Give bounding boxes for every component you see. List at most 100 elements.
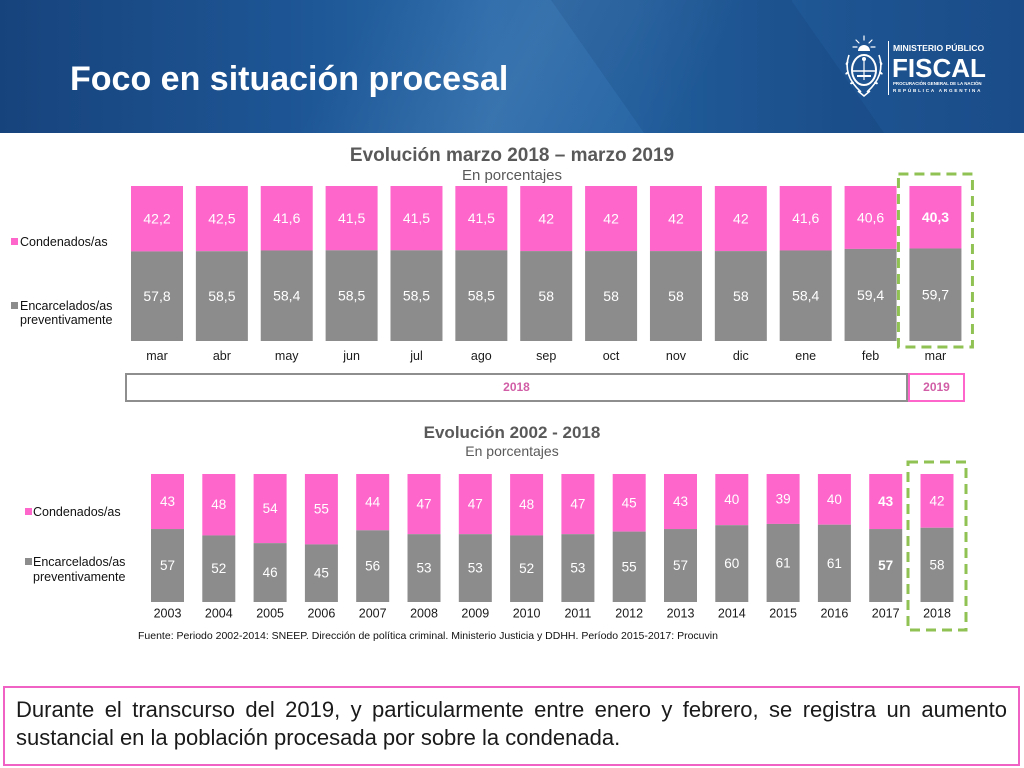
chart-1-title: Evolución marzo 2018 – marzo 2019 bbox=[349, 145, 675, 166]
x-tick-label: 2007 bbox=[359, 607, 387, 621]
bar-condenados bbox=[766, 474, 800, 524]
x-tick-label: 2008 bbox=[410, 607, 438, 621]
x-tick-label: 2009 bbox=[461, 607, 489, 621]
logo-line-fiscal: FISCAL bbox=[892, 53, 986, 83]
data-label-encarcelados: 58,5 bbox=[468, 288, 495, 304]
bar-encarcelados bbox=[195, 251, 248, 341]
x-tick-label: jul bbox=[409, 349, 423, 363]
data-label-condenados: 48 bbox=[519, 497, 534, 512]
bar-encarcelados bbox=[779, 250, 832, 341]
bar-encarcelados bbox=[766, 523, 800, 602]
data-label-condenados: 45 bbox=[622, 495, 637, 510]
period-box-2018: 2018 bbox=[125, 373, 908, 402]
bar-condenados bbox=[356, 474, 390, 531]
period-box-2019: 2019 bbox=[908, 373, 965, 402]
legend-swatch-encarcelados bbox=[25, 558, 32, 565]
bar-encarcelados bbox=[455, 250, 508, 341]
bar-condenados bbox=[779, 186, 832, 251]
x-tick-label: may bbox=[275, 349, 299, 363]
data-label-condenados: 41,6 bbox=[792, 210, 819, 226]
bar-encarcelados bbox=[458, 534, 492, 602]
x-tick-label: 2005 bbox=[256, 607, 284, 621]
bar-condenados bbox=[253, 474, 287, 544]
data-label-condenados: 40,3 bbox=[922, 209, 949, 225]
bar-condenados bbox=[909, 186, 962, 249]
bar-condenados bbox=[844, 186, 897, 249]
highlight-box bbox=[896, 172, 974, 349]
bar-encarcelados bbox=[585, 251, 638, 341]
x-tick-label: 2014 bbox=[718, 607, 746, 621]
legend-label-condenados: Condenados/as bbox=[33, 505, 121, 519]
bar-encarcelados bbox=[664, 529, 697, 602]
data-label-encarcelados: 57 bbox=[160, 558, 175, 573]
data-label-encarcelados: 58 bbox=[538, 288, 554, 304]
data-label-condenados: 40 bbox=[724, 492, 739, 507]
bar-encarcelados bbox=[202, 535, 236, 602]
bar-condenados bbox=[260, 186, 313, 251]
bar-encarcelados bbox=[920, 527, 954, 602]
logo-line-procuracion: PROCURACIÓN GENERAL DE LA NACIÓN bbox=[893, 81, 982, 86]
x-tick-label: feb bbox=[862, 349, 879, 363]
data-label-condenados: 42,5 bbox=[208, 211, 235, 227]
data-label-encarcelados: 53 bbox=[570, 561, 585, 576]
bar-encarcelados bbox=[390, 250, 443, 341]
data-label-condenados: 43 bbox=[673, 494, 688, 509]
data-label-encarcelados: 58,4 bbox=[792, 288, 819, 304]
data-label-encarcelados: 60 bbox=[724, 556, 739, 571]
data-label-condenados: 40 bbox=[827, 492, 842, 507]
data-label-condenados: 40,6 bbox=[857, 209, 884, 225]
bar-condenados bbox=[520, 186, 573, 252]
data-label-condenados: 44 bbox=[365, 495, 381, 510]
source-note: Fuente: Periodo 2002-2014: SNEEP. Direcc… bbox=[138, 630, 718, 642]
bar-encarcelados bbox=[253, 543, 287, 602]
data-label-condenados: 42 bbox=[538, 211, 554, 227]
data-label-encarcelados: 56 bbox=[365, 559, 380, 574]
data-label-encarcelados: 59,4 bbox=[857, 287, 884, 303]
chart-1-plot: 42,2 57,8 mar 42,5 58,5 abr 41,6 58,4 may 41,5 58,… bbox=[131, 172, 974, 363]
data-label-encarcelados: 58,5 bbox=[338, 288, 365, 304]
data-label-encarcelados: 58 bbox=[929, 557, 944, 572]
bar-encarcelados bbox=[714, 251, 767, 341]
bar-encarcelados bbox=[151, 529, 184, 602]
x-tick-label: 2013 bbox=[667, 607, 695, 621]
bar-condenados bbox=[817, 474, 851, 525]
bar-encarcelados bbox=[260, 250, 313, 341]
data-label-condenados: 42 bbox=[733, 211, 749, 227]
x-tick-label: 2003 bbox=[154, 607, 182, 621]
bar-condenados bbox=[649, 186, 702, 252]
bar-condenados bbox=[458, 474, 492, 535]
bar-encarcelados bbox=[304, 544, 338, 602]
x-tick-label: ago bbox=[471, 349, 492, 363]
data-label-encarcelados: 45 bbox=[314, 566, 329, 581]
bar-encarcelados bbox=[649, 251, 702, 341]
data-label-condenados: 43 bbox=[878, 494, 894, 509]
logo-line-republica: REPÚBLICA ARGENTINA bbox=[893, 88, 983, 93]
page-title: Foco en situación procesal bbox=[70, 60, 509, 98]
logo-line-ministerio: MINISTERIO PÚBLICO bbox=[893, 43, 985, 53]
data-label-condenados: 47 bbox=[570, 497, 585, 512]
legend-swatch-condenados bbox=[11, 238, 18, 245]
chart-2-title: Evolución 2002 - 2018 bbox=[423, 423, 601, 442]
bar-condenados bbox=[869, 474, 903, 530]
legend-label-condenados: Condenados/as bbox=[20, 235, 108, 249]
x-tick-label: 2012 bbox=[615, 607, 643, 621]
x-tick-label: 2017 bbox=[872, 607, 900, 621]
legend-swatch-condenados bbox=[25, 508, 32, 515]
data-label-encarcelados: 52 bbox=[519, 561, 534, 576]
legend-label-encarcelados: Encarcelados/as preventivamente bbox=[20, 299, 113, 327]
data-label-condenados: 42,2 bbox=[143, 211, 170, 227]
data-label-condenados: 39 bbox=[776, 491, 791, 506]
bar-encarcelados bbox=[817, 524, 851, 602]
data-label-encarcelados: 58 bbox=[733, 288, 749, 304]
coat-of-arms-icon bbox=[845, 35, 883, 97]
data-label-encarcelados: 59,7 bbox=[922, 287, 949, 303]
data-label-condenados: 41,5 bbox=[338, 210, 365, 226]
bar-condenados bbox=[325, 186, 378, 251]
bar-encarcelados bbox=[869, 529, 903, 602]
x-tick-label: sep bbox=[536, 349, 556, 363]
bar-encarcelados bbox=[520, 251, 573, 341]
data-label-encarcelados: 58,5 bbox=[208, 288, 235, 304]
data-label-encarcelados: 57 bbox=[673, 558, 688, 573]
bar-encarcelados bbox=[510, 535, 544, 602]
